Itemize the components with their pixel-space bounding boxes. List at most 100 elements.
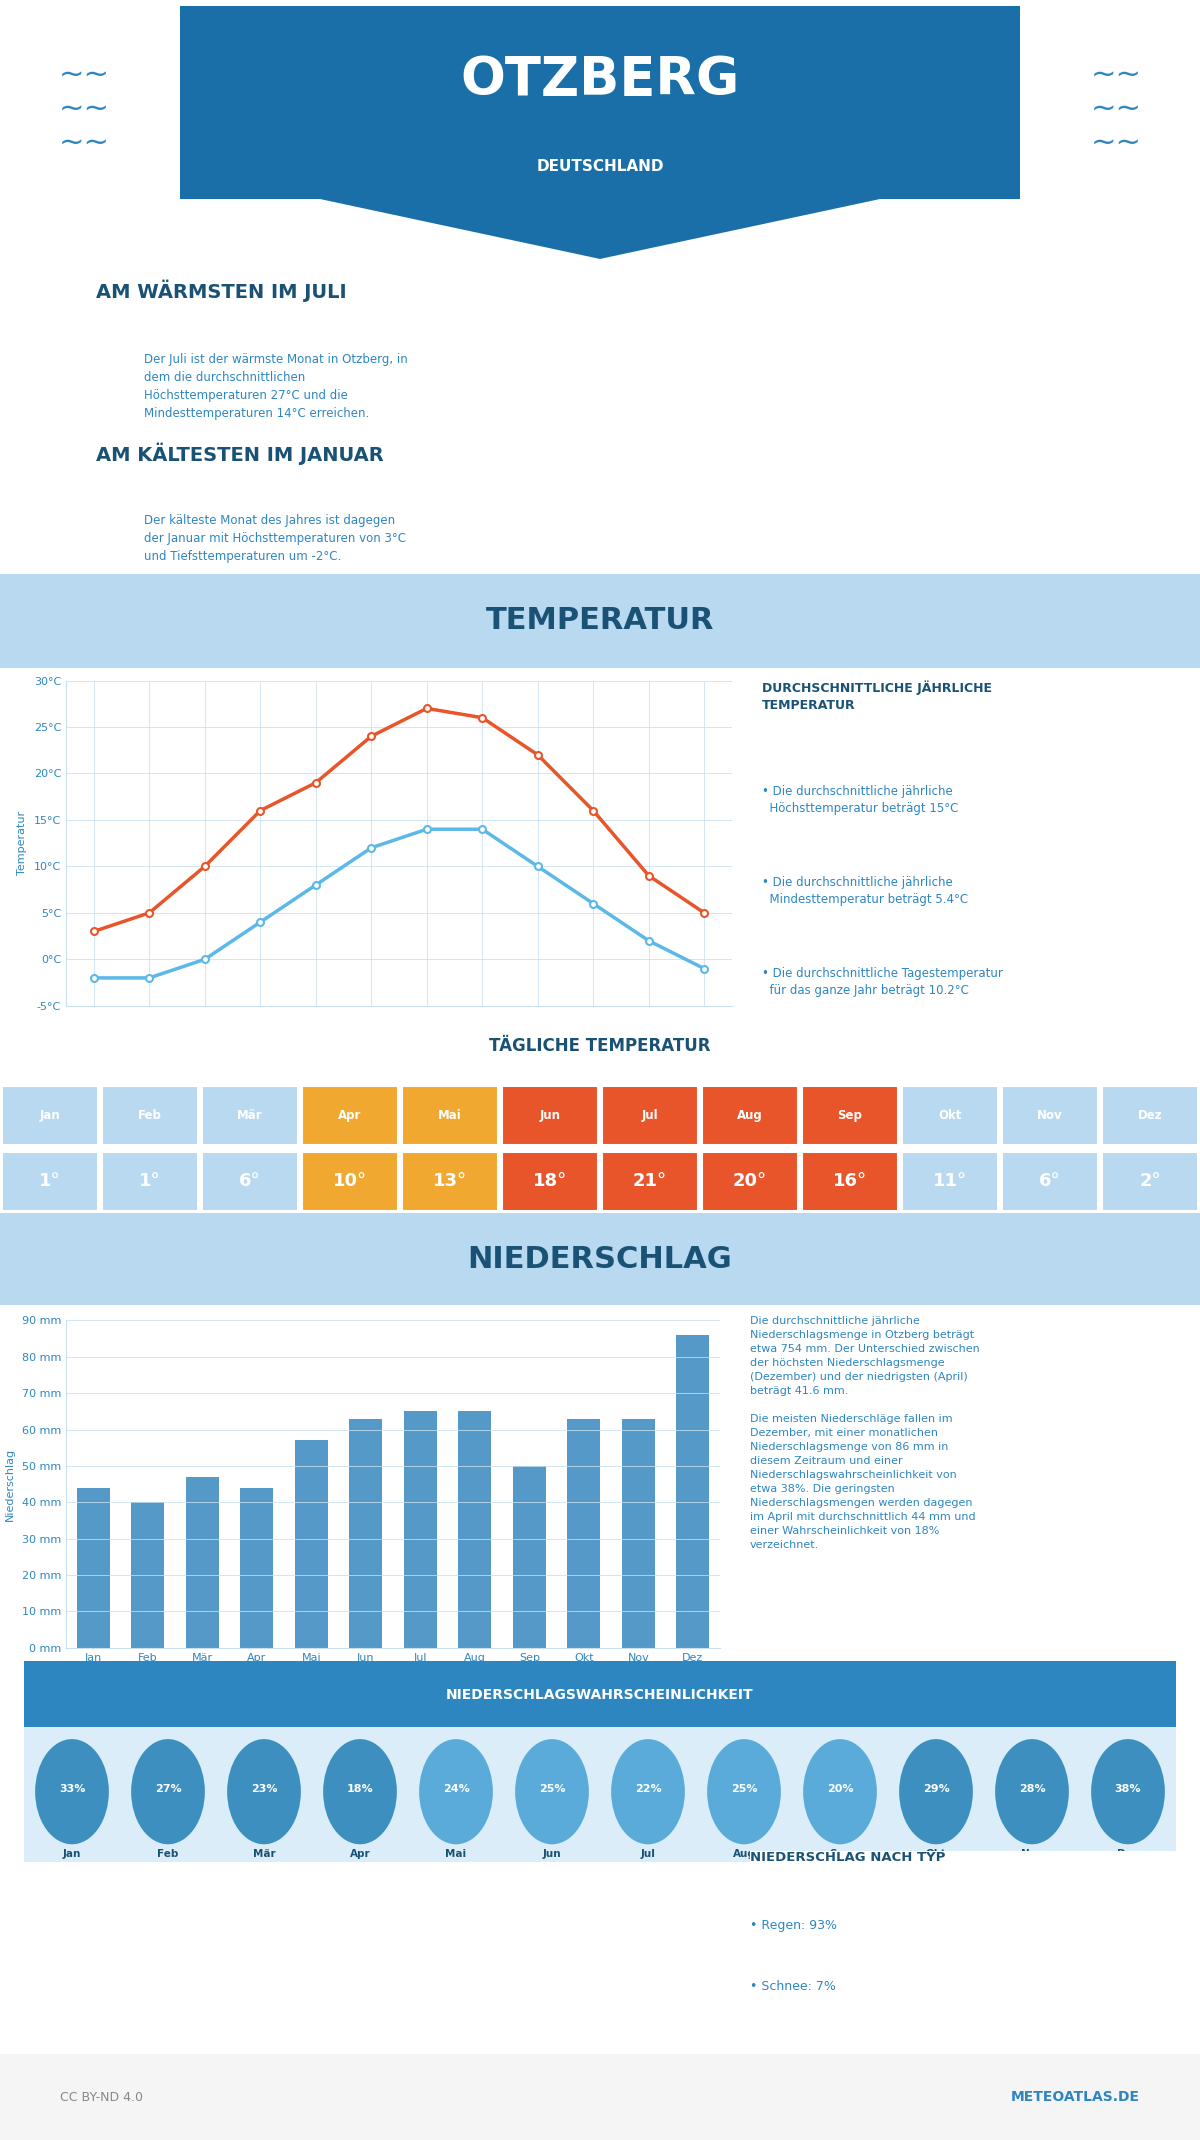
- Text: TÄGLICHE TEMPERATUR: TÄGLICHE TEMPERATUR: [490, 1038, 710, 1055]
- Bar: [512, 1466, 546, 1648]
- Text: ~~
~~
~~: ~~ ~~ ~~: [1091, 62, 1141, 156]
- Text: Apr: Apr: [349, 1849, 371, 1860]
- Text: OTZBERG: OTZBERG: [461, 54, 739, 105]
- Ellipse shape: [899, 1740, 973, 1845]
- FancyBboxPatch shape: [1002, 1087, 1098, 1145]
- FancyBboxPatch shape: [602, 1087, 697, 1145]
- Text: 20%: 20%: [827, 1785, 853, 1793]
- Ellipse shape: [995, 1740, 1069, 1845]
- Bar: [349, 1419, 382, 1648]
- Bar: [186, 1477, 218, 1648]
- Ellipse shape: [515, 1740, 589, 1845]
- Text: • Die durchschnittliche Tagestemperatur
  für das ganze Jahr beträgt 10.2°C: • Die durchschnittliche Tagestemperatur …: [762, 967, 1003, 997]
- Text: 33%: 33%: [59, 1785, 85, 1793]
- Bar: [458, 1412, 491, 1648]
- Text: Die durchschnittliche jährliche
Niederschlagsmenge in Otzberg beträgt
etwa 754 m: Die durchschnittliche jährliche Niedersc…: [750, 1316, 979, 1549]
- Bar: [568, 1419, 600, 1648]
- Text: 21°: 21°: [632, 1173, 667, 1190]
- FancyBboxPatch shape: [503, 1087, 598, 1145]
- Text: 25%: 25%: [731, 1785, 757, 1793]
- Text: Sep: Sep: [829, 1849, 851, 1860]
- FancyBboxPatch shape: [2, 1087, 97, 1145]
- Text: DEUTSCHLAND: DEUTSCHLAND: [536, 158, 664, 173]
- Ellipse shape: [419, 1740, 493, 1845]
- Text: ~~
~~
~~: ~~ ~~ ~~: [59, 62, 109, 156]
- Text: DURCHSCHNITTLICHE JÄHRLICHE
TEMPERATUR: DURCHSCHNITTLICHE JÄHRLICHE TEMPERATUR: [762, 681, 992, 713]
- Text: 25%: 25%: [539, 1785, 565, 1793]
- Text: Aug: Aug: [732, 1849, 756, 1860]
- Y-axis label: Niederschlag: Niederschlag: [5, 1447, 14, 1522]
- FancyBboxPatch shape: [203, 1151, 298, 1211]
- Text: 28%: 28%: [1019, 1785, 1045, 1793]
- Text: 18%: 18%: [347, 1785, 373, 1793]
- Text: Jul: Jul: [641, 1849, 655, 1860]
- FancyBboxPatch shape: [902, 1151, 997, 1211]
- Text: 18°: 18°: [533, 1173, 568, 1190]
- Legend: Niederschlagssumme: Niederschlagssumme: [313, 1695, 473, 1714]
- Text: Mai: Mai: [445, 1849, 467, 1860]
- FancyBboxPatch shape: [602, 1151, 697, 1211]
- Text: Mär: Mär: [253, 1849, 275, 1860]
- Text: Jan: Jan: [40, 1109, 60, 1121]
- Text: NIEDERSCHLAG: NIEDERSCHLAG: [468, 1245, 732, 1273]
- Text: 11°: 11°: [932, 1173, 967, 1190]
- Text: METEOATLAS.DE: METEOATLAS.DE: [1010, 2091, 1140, 2104]
- Text: Feb: Feb: [157, 1849, 179, 1860]
- Text: 6°: 6°: [239, 1173, 260, 1190]
- Text: 22%: 22%: [635, 1785, 661, 1793]
- Text: NIEDERSCHLAGSWAHRSCHEINLICHKEIT: NIEDERSCHLAGSWAHRSCHEINLICHKEIT: [446, 1688, 754, 1701]
- FancyBboxPatch shape: [803, 1087, 898, 1145]
- FancyBboxPatch shape: [2, 1151, 97, 1211]
- Text: Mär: Mär: [238, 1109, 263, 1121]
- Text: • Die durchschnittliche jährliche
  Mindesttemperatur beträgt 5.4°C: • Die durchschnittliche jährliche Mindes…: [762, 875, 968, 905]
- Text: Sep: Sep: [838, 1109, 863, 1121]
- Text: NIEDERSCHLAG NACH TYP: NIEDERSCHLAG NACH TYP: [750, 1851, 946, 1864]
- FancyBboxPatch shape: [803, 1151, 898, 1211]
- Text: Okt: Okt: [925, 1849, 947, 1860]
- Text: Aug: Aug: [737, 1109, 763, 1121]
- Text: 1°: 1°: [139, 1173, 161, 1190]
- FancyBboxPatch shape: [702, 1151, 798, 1211]
- Text: CC BY-ND 4.0: CC BY-ND 4.0: [60, 2091, 143, 2104]
- Ellipse shape: [131, 1740, 205, 1845]
- Text: Dez: Dez: [1117, 1849, 1139, 1860]
- FancyBboxPatch shape: [902, 1087, 997, 1145]
- Ellipse shape: [707, 1740, 781, 1845]
- Text: Jun: Jun: [540, 1109, 560, 1121]
- FancyBboxPatch shape: [1103, 1151, 1198, 1211]
- FancyBboxPatch shape: [1103, 1087, 1198, 1145]
- FancyBboxPatch shape: [102, 1087, 198, 1145]
- FancyBboxPatch shape: [402, 1151, 498, 1211]
- Ellipse shape: [803, 1740, 877, 1845]
- Text: Okt: Okt: [938, 1109, 961, 1121]
- FancyBboxPatch shape: [102, 1151, 198, 1211]
- Bar: [77, 1487, 109, 1648]
- Text: 10°: 10°: [332, 1173, 367, 1190]
- Bar: [677, 1335, 709, 1648]
- Text: 38%: 38%: [1115, 1785, 1141, 1793]
- Text: Mai: Mai: [438, 1109, 462, 1121]
- Text: TEMPERATUR: TEMPERATUR: [486, 606, 714, 636]
- Text: 2°: 2°: [1139, 1173, 1160, 1190]
- Ellipse shape: [611, 1740, 685, 1845]
- Text: • Schnee: 7%: • Schnee: 7%: [750, 1980, 836, 1992]
- Bar: [240, 1487, 274, 1648]
- Text: 23%: 23%: [251, 1785, 277, 1793]
- Text: 20°: 20°: [733, 1173, 767, 1190]
- Text: • Regen: 93%: • Regen: 93%: [750, 1917, 838, 1932]
- Ellipse shape: [1091, 1740, 1165, 1845]
- Text: Nov: Nov: [1037, 1109, 1063, 1121]
- Text: Jan: Jan: [62, 1849, 82, 1860]
- FancyBboxPatch shape: [302, 1087, 397, 1145]
- Bar: [295, 1440, 328, 1648]
- Text: 6°: 6°: [1039, 1173, 1061, 1190]
- Text: 1°: 1°: [40, 1173, 61, 1190]
- Ellipse shape: [323, 1740, 397, 1845]
- Text: • Die durchschnittliche jährliche
  Höchsttemperatur beträgt 15°C: • Die durchschnittliche jährliche Höchst…: [762, 785, 959, 815]
- Bar: [132, 1502, 164, 1648]
- Text: Apr: Apr: [338, 1109, 361, 1121]
- FancyBboxPatch shape: [702, 1087, 798, 1145]
- Text: Nov: Nov: [1021, 1849, 1043, 1860]
- Y-axis label: Temperatur: Temperatur: [17, 811, 26, 875]
- Text: AM WÄRMSTEN IM JULI: AM WÄRMSTEN IM JULI: [96, 278, 347, 302]
